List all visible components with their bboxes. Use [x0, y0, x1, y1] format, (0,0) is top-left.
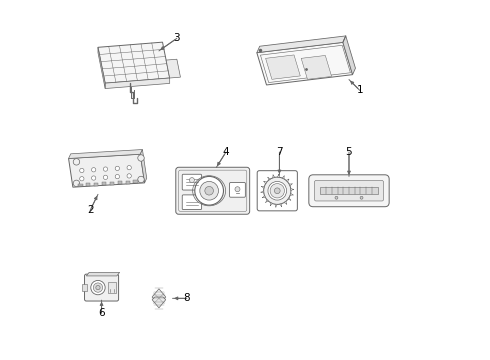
Bar	[78, 184, 82, 186]
Circle shape	[73, 159, 80, 165]
Circle shape	[80, 177, 84, 181]
Circle shape	[92, 168, 96, 172]
FancyBboxPatch shape	[182, 195, 201, 210]
FancyBboxPatch shape	[84, 274, 119, 301]
FancyBboxPatch shape	[230, 183, 245, 197]
Polygon shape	[98, 42, 170, 83]
Circle shape	[235, 187, 240, 192]
Polygon shape	[261, 186, 265, 188]
Polygon shape	[270, 203, 272, 206]
Polygon shape	[152, 297, 166, 308]
Polygon shape	[272, 175, 275, 178]
FancyBboxPatch shape	[315, 180, 383, 201]
Circle shape	[80, 168, 84, 173]
Text: 5: 5	[345, 147, 352, 157]
Polygon shape	[262, 195, 266, 198]
Polygon shape	[69, 149, 143, 158]
Circle shape	[190, 177, 195, 183]
Polygon shape	[291, 188, 294, 191]
Text: 1: 1	[356, 85, 363, 95]
Circle shape	[270, 184, 285, 198]
Circle shape	[96, 285, 100, 290]
Bar	[110, 182, 114, 185]
Circle shape	[127, 166, 131, 170]
Polygon shape	[286, 179, 289, 182]
Polygon shape	[140, 149, 147, 183]
FancyBboxPatch shape	[176, 167, 250, 214]
Circle shape	[335, 196, 338, 199]
FancyBboxPatch shape	[309, 175, 389, 207]
Polygon shape	[86, 273, 120, 276]
Bar	[118, 181, 122, 184]
Circle shape	[138, 155, 144, 161]
Polygon shape	[69, 154, 145, 187]
Polygon shape	[98, 47, 105, 89]
Polygon shape	[301, 55, 332, 79]
Text: 2: 2	[87, 206, 94, 216]
Polygon shape	[288, 198, 291, 201]
Polygon shape	[166, 59, 180, 78]
Polygon shape	[343, 36, 355, 75]
Circle shape	[73, 180, 80, 186]
Polygon shape	[261, 191, 264, 193]
Circle shape	[205, 186, 214, 195]
Bar	[320, 187, 378, 194]
Polygon shape	[257, 42, 353, 85]
Polygon shape	[266, 199, 269, 203]
Polygon shape	[284, 201, 287, 204]
Polygon shape	[290, 193, 293, 195]
Circle shape	[127, 174, 131, 178]
Bar	[133, 180, 138, 183]
Polygon shape	[289, 184, 293, 186]
Polygon shape	[266, 55, 300, 79]
Polygon shape	[282, 176, 284, 179]
Text: 6: 6	[98, 309, 105, 318]
Circle shape	[195, 176, 223, 205]
Polygon shape	[264, 181, 267, 184]
Circle shape	[103, 175, 108, 180]
Circle shape	[268, 181, 287, 200]
Circle shape	[138, 176, 144, 183]
Circle shape	[264, 177, 291, 204]
Bar	[102, 182, 106, 185]
Text: 3: 3	[173, 33, 180, 43]
Polygon shape	[152, 289, 166, 300]
Circle shape	[103, 167, 108, 171]
Bar	[82, 284, 87, 291]
FancyBboxPatch shape	[182, 174, 201, 190]
Circle shape	[115, 175, 120, 179]
Circle shape	[360, 196, 363, 199]
Polygon shape	[257, 36, 346, 53]
Bar	[94, 183, 98, 185]
Bar	[108, 282, 116, 293]
Polygon shape	[275, 204, 277, 207]
Bar	[86, 183, 91, 186]
Circle shape	[93, 283, 102, 292]
Circle shape	[92, 176, 96, 180]
Text: 7: 7	[276, 147, 283, 157]
Text: 4: 4	[222, 147, 229, 157]
Polygon shape	[105, 78, 170, 89]
Circle shape	[115, 166, 120, 171]
Circle shape	[91, 280, 105, 295]
Bar	[125, 181, 130, 184]
Polygon shape	[268, 177, 270, 180]
Polygon shape	[277, 174, 280, 177]
Circle shape	[274, 188, 280, 194]
Polygon shape	[280, 203, 282, 207]
Circle shape	[200, 181, 219, 200]
Text: 8: 8	[184, 293, 190, 303]
